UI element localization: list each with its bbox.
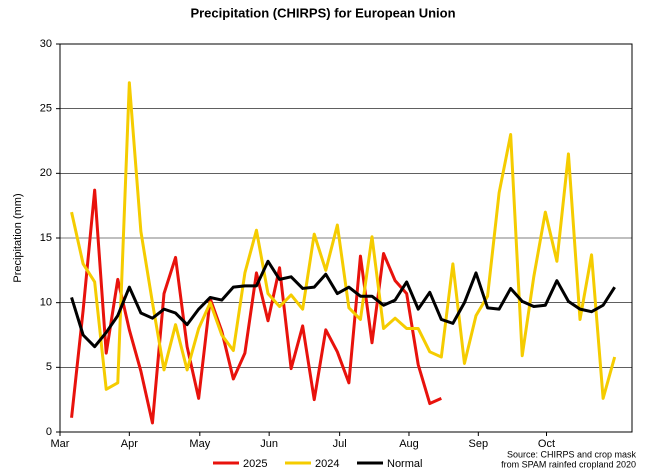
x-tick-label: Aug: [399, 438, 419, 450]
y-tick-label: 30: [40, 38, 52, 50]
legend-label: 2024: [315, 458, 339, 470]
x-tick-label: Jul: [333, 438, 347, 450]
x-tick-label: May: [189, 438, 210, 450]
y-tick-label: 15: [40, 232, 52, 244]
series-line: [70, 188, 442, 425]
y-tick-label: 5: [46, 361, 52, 373]
y-tick-label: 20: [40, 167, 52, 179]
y-tick-label: 0: [46, 426, 52, 438]
legend-label: 2025: [243, 458, 267, 470]
legend-label: Normal: [387, 458, 422, 470]
source-note: from SPAM rainfed cropland 2020: [501, 459, 636, 469]
plot-frame: [59, 43, 633, 433]
x-tick-label: Sep: [469, 438, 489, 450]
y-tick-label: 10: [40, 297, 52, 309]
x-tick-label: Mar: [51, 438, 70, 450]
x-tick-label: Apr: [121, 438, 138, 450]
series-line: [70, 81, 617, 400]
chart-title: Precipitation (CHIRPS) for European Unio…: [190, 5, 455, 20]
y-axis-label: Precipitation (mm): [12, 193, 24, 282]
x-tick-label: Jun: [260, 438, 278, 450]
x-tick-label: Oct: [538, 438, 555, 450]
source-note: Source: CHIRPS and crop mask: [507, 449, 637, 459]
y-tick-label: 25: [40, 103, 52, 115]
series-line: [70, 259, 616, 349]
